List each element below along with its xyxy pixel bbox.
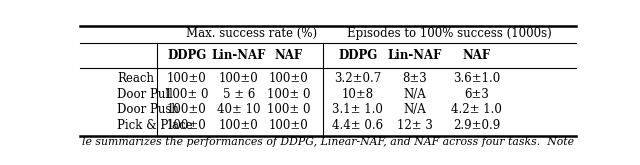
Text: Reach: Reach — [117, 72, 154, 85]
Text: 100±0: 100±0 — [167, 119, 207, 132]
Text: 3.1± 1.0: 3.1± 1.0 — [332, 103, 383, 116]
Text: 5 ± 6: 5 ± 6 — [223, 88, 255, 101]
Text: 4.4± 0.6: 4.4± 0.6 — [332, 119, 383, 132]
Text: DDPG: DDPG — [338, 49, 378, 62]
Text: 100± 0: 100± 0 — [267, 103, 310, 116]
Text: 100±0: 100±0 — [219, 72, 259, 85]
Text: N/A: N/A — [403, 88, 426, 101]
Text: NAF: NAF — [275, 49, 302, 62]
Text: 3.2±0.7: 3.2±0.7 — [334, 72, 381, 85]
Text: le summarizes the performances of DDPG, Linear-NAF, and NAF across four tasks.  : le summarizes the performances of DDPG, … — [83, 137, 575, 147]
Text: 6±3: 6±3 — [465, 88, 489, 101]
Text: 100±0: 100±0 — [268, 72, 308, 85]
Text: 100±0: 100±0 — [167, 72, 207, 85]
Text: Max. success rate (%): Max. success rate (%) — [186, 27, 317, 40]
Text: 100±0: 100±0 — [167, 103, 207, 116]
Text: DDPG: DDPG — [167, 49, 206, 62]
Text: 3.6±1.0: 3.6±1.0 — [453, 72, 500, 85]
Text: 100±0: 100±0 — [268, 119, 308, 132]
Text: 10±8: 10±8 — [342, 88, 374, 101]
Text: 100± 0: 100± 0 — [165, 88, 209, 101]
Text: Door Pull: Door Pull — [117, 88, 173, 101]
Text: Door Push: Door Push — [117, 103, 179, 116]
Text: Pick & Place: Pick & Place — [117, 119, 193, 132]
Text: 4.2± 1.0: 4.2± 1.0 — [451, 103, 502, 116]
Text: 40± 10: 40± 10 — [217, 103, 260, 116]
Text: N/A: N/A — [403, 103, 426, 116]
Text: 100± 0: 100± 0 — [267, 88, 310, 101]
Text: Lin-NAF: Lin-NAF — [212, 49, 266, 62]
Text: 12± 3: 12± 3 — [397, 119, 433, 132]
Text: Lin-NAF: Lin-NAF — [388, 49, 442, 62]
Text: 2.9±0.9: 2.9±0.9 — [453, 119, 500, 132]
Text: 8±3: 8±3 — [403, 72, 427, 85]
Text: 100±0: 100±0 — [219, 119, 259, 132]
Text: NAF: NAF — [463, 49, 491, 62]
Text: Episodes to 100% success (1000s): Episodes to 100% success (1000s) — [347, 27, 552, 40]
